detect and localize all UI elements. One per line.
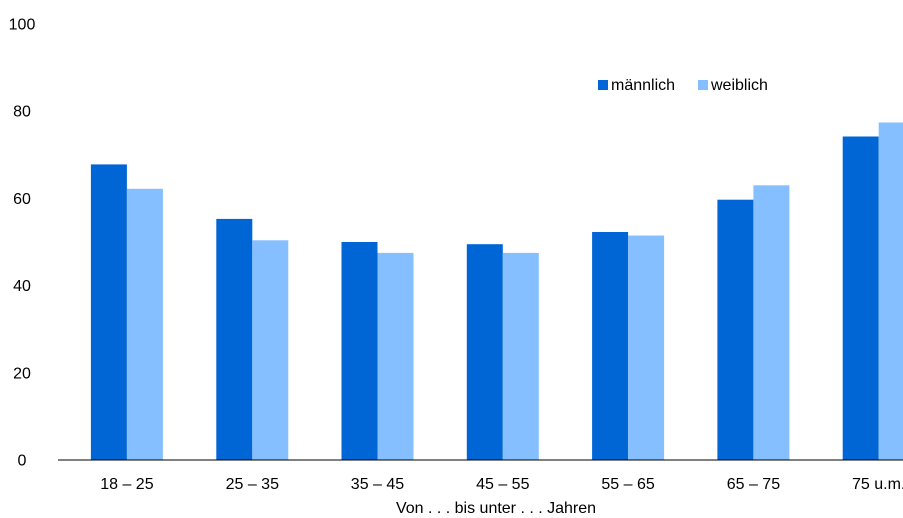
bar-weiblich [878,122,903,460]
bars-group [90,122,903,461]
bar-weiblich [126,188,163,461]
x-category-label: 35 – 45 [351,476,404,493]
x-category-label: 65 – 75 [727,476,780,493]
bar-maennlich [842,136,879,460]
bar-weiblich [628,235,665,460]
x-axis-category-labels: 18 – 25 25 – 35 35 – 45 45 – 55 55 – 65 65 – … [100,476,903,493]
y-tick-label: 80 [13,104,31,121]
y-tick-label: 60 [13,191,31,208]
x-category-label: 18 – 25 [100,476,153,493]
x-category-label: 45 – 55 [476,476,529,493]
y-tick-label: 0 [18,453,27,470]
legend: männlich weiblich [598,77,768,94]
x-category-label: 75 u.m. [852,476,903,493]
legend-swatch [698,80,708,90]
bar-weiblich [377,252,414,460]
x-axis-title: Von . . . bis unter . . . Jahren [396,500,596,517]
x-category-label: 25 – 35 [226,476,279,493]
bar-maennlich [592,232,629,460]
bar-maennlich [717,199,754,460]
x-category-label: 55 – 65 [601,476,654,493]
bar-weiblich [502,252,539,460]
legend-label: männlich [611,77,675,94]
y-axis-ticks: 0 20 40 60 80 100 [9,17,36,470]
y-tick-label: 20 [13,365,31,382]
y-tick-label: 100 [9,17,36,34]
y-tick-label: 40 [13,278,31,295]
bar-maennlich [466,244,503,460]
bar-maennlich [341,242,378,460]
bar-weiblich [252,240,289,460]
bar-maennlich [90,164,127,460]
bar-weiblich [753,185,790,461]
legend-label: weiblich [710,77,768,94]
bar-maennlich [216,218,253,460]
legend-swatch [598,80,608,90]
